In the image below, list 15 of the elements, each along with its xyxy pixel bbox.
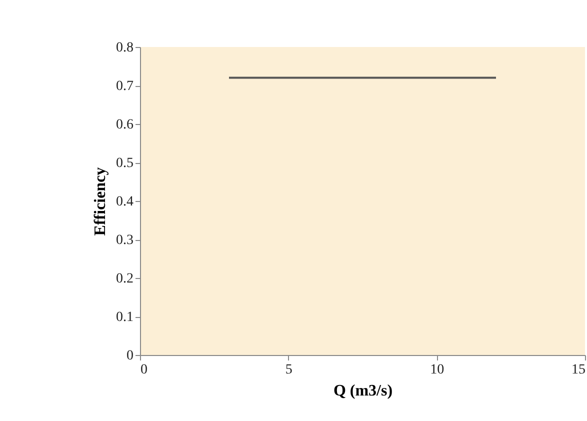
y-tick-label: 0.3 (116, 233, 134, 248)
x-tick-label: 0 (140, 362, 148, 378)
y-tick-label: 0 (126, 348, 134, 364)
x-axis-title: Q (m3/s) (333, 382, 393, 400)
y-tick-label: 0.2 (116, 272, 134, 286)
y-axis-title: Efficiency (92, 167, 109, 236)
y-tick-label: 0.4 (116, 194, 134, 210)
x-tick-label: 15 (572, 362, 586, 378)
y-tick-label: 0.1 (116, 310, 134, 325)
x-tick-label: 10 (430, 362, 444, 378)
y-tick-label: 0.6 (116, 118, 134, 132)
y-tick-label: 0.5 (116, 156, 134, 171)
x-tick-label: 5 (285, 362, 292, 378)
y-tick-label: 0.7 (116, 79, 134, 94)
y-tick-label: 0.8 (116, 40, 134, 56)
